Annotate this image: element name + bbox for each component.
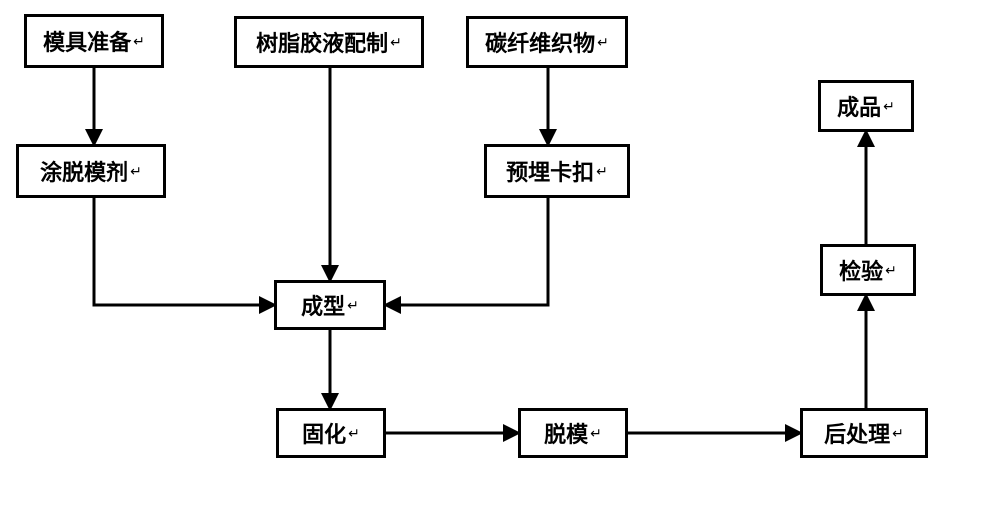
node-mold_prep: 模具准备↵ bbox=[24, 14, 164, 68]
node-label: 树脂胶液配制 bbox=[256, 26, 388, 58]
return-mark: ↵ bbox=[590, 425, 602, 442]
return-mark: ↵ bbox=[133, 33, 145, 50]
node-resin_prep: 树脂胶液配制↵ bbox=[234, 16, 424, 68]
node-label: 后处理 bbox=[824, 417, 890, 449]
node-post_proc: 后处理↵ bbox=[800, 408, 928, 458]
node-label: 模具准备 bbox=[43, 25, 131, 57]
return-mark: ↵ bbox=[885, 262, 897, 279]
node-molding: 成型↵ bbox=[274, 280, 386, 330]
node-curing: 固化↵ bbox=[276, 408, 386, 458]
node-label: 碳纤维织物 bbox=[485, 26, 595, 58]
node-label: 脱模 bbox=[544, 417, 588, 449]
return-mark: ↵ bbox=[390, 34, 402, 51]
return-mark: ↵ bbox=[883, 98, 895, 115]
return-mark: ↵ bbox=[347, 297, 359, 314]
node-label: 检验 bbox=[839, 254, 883, 286]
node-inspect: 检验↵ bbox=[820, 244, 916, 296]
edge-release_agent-to-molding bbox=[94, 198, 274, 305]
return-mark: ↵ bbox=[130, 163, 142, 180]
node-label: 成型 bbox=[301, 289, 345, 321]
return-mark: ↵ bbox=[892, 425, 904, 442]
node-release_agent: 涂脱模剂↵ bbox=[16, 144, 166, 198]
node-demold: 脱模↵ bbox=[518, 408, 628, 458]
return-mark: ↵ bbox=[597, 34, 609, 51]
node-label: 涂脱模剂 bbox=[40, 155, 128, 187]
node-carbon_fiber: 碳纤维织物↵ bbox=[466, 16, 628, 68]
return-mark: ↵ bbox=[348, 425, 360, 442]
node-label: 预埋卡扣 bbox=[506, 155, 594, 187]
edge-pre_embed-to-molding bbox=[386, 198, 548, 305]
return-mark: ↵ bbox=[596, 163, 608, 180]
node-pre_embed: 预埋卡扣↵ bbox=[484, 144, 630, 198]
node-label: 成品 bbox=[837, 90, 881, 122]
node-finished: 成品↵ bbox=[818, 80, 914, 132]
node-label: 固化 bbox=[302, 417, 346, 449]
